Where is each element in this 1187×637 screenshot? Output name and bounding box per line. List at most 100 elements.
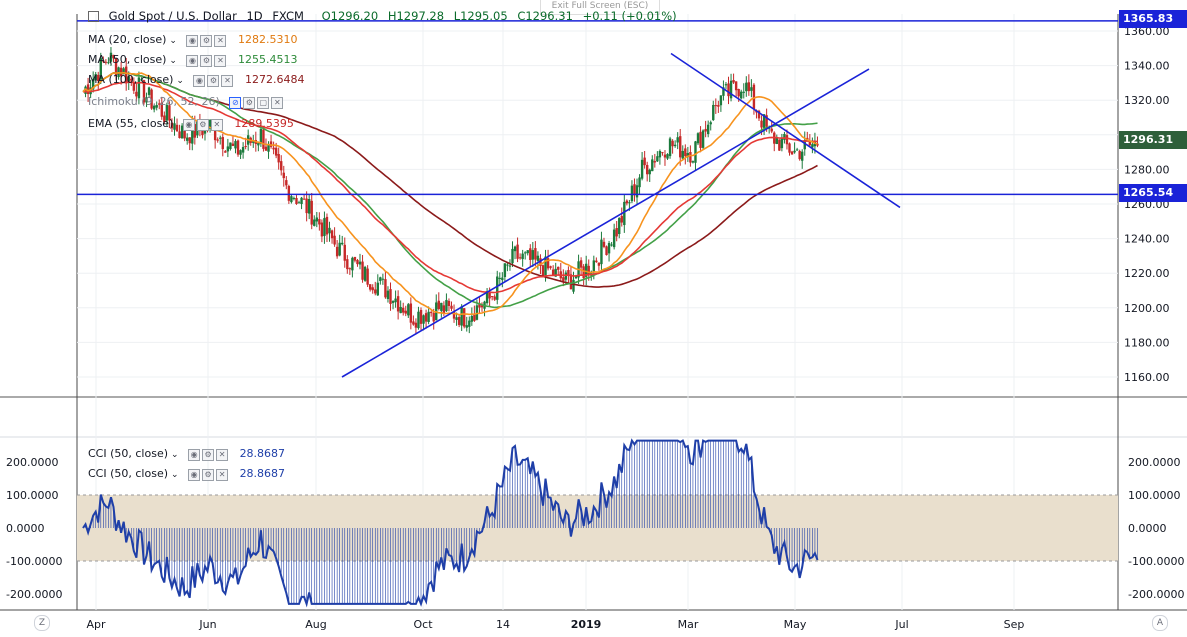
candle-body [628, 202, 631, 204]
indicator-controls[interactable]: ◉ ⚙ ✕ [186, 53, 228, 67]
candle-body [252, 141, 255, 143]
candle-body [750, 87, 753, 91]
eye-icon: ◉ [182, 119, 195, 131]
ma100-label: MA (100, close) [88, 73, 174, 86]
legend-ema55[interactable]: EMA (55, close) ◉ ⚙ ✕ 1289.5395 [88, 117, 294, 131]
rising-trendline[interactable] [341, 68, 870, 378]
indicator-controls[interactable]: ◉ ⚙ ✕ [182, 117, 225, 131]
chevron-down-icon[interactable]: ⌄ [171, 450, 179, 460]
candle-body [524, 252, 527, 254]
candle-body [574, 275, 578, 279]
candle-body [292, 197, 296, 199]
cci-label: CCI (50, close) [88, 467, 169, 480]
candle-body [816, 143, 819, 146]
candle-body [119, 67, 123, 77]
candle-body [376, 282, 379, 296]
candle-body [478, 303, 481, 308]
candle-body [417, 311, 420, 329]
x-tick-label: May [784, 618, 807, 631]
candle-body [679, 136, 682, 158]
indicator-controls[interactable]: ⊘ ⚙ ▢ ✕ [229, 95, 285, 109]
candle-body [379, 277, 382, 281]
gear-icon: ⚙ [207, 75, 220, 87]
candle-body [437, 300, 440, 309]
candle-body [793, 150, 796, 153]
indicator-controls[interactable]: ◉ ⚙ ✕ [193, 73, 235, 87]
autoscale-icon[interactable]: A [1152, 615, 1168, 631]
indicator-controls[interactable]: ◉ ⚙ ✕ [188, 447, 230, 461]
legend-ma50[interactable]: MA (50, close) ⌄ ◉ ⚙ ✕ 1255.4513 [88, 53, 297, 67]
ma50-line [82, 71, 818, 309]
candle-body [323, 218, 326, 237]
candle-body [152, 105, 156, 110]
candle-body [351, 257, 354, 271]
candle-body [452, 311, 456, 319]
candle-body [584, 263, 588, 277]
candle-body [539, 258, 542, 266]
ichimoku-label: Ichimoku (9, 26, 52, 26) [88, 95, 220, 108]
y-tick-label: 1180.00 [1124, 336, 1170, 349]
indicator-controls[interactable]: ◉ ⚙ ✕ [188, 467, 230, 481]
candle-body [587, 265, 590, 275]
gear-icon: ⚙ [202, 449, 215, 461]
candle-body [112, 54, 115, 59]
ohlc-high: H1297.28 [387, 9, 445, 23]
candle-body [760, 120, 763, 128]
candle-body [607, 243, 611, 254]
candle-body [541, 265, 545, 277]
ohlc-open: O1296.20 [321, 9, 379, 23]
timezone-icon[interactable]: Z [34, 615, 50, 631]
candle-body [508, 265, 512, 267]
candle-body [160, 102, 163, 117]
collapse-icon[interactable] [88, 11, 99, 22]
candle-body [185, 137, 189, 141]
chevron-down-icon[interactable]: ⌄ [171, 470, 179, 480]
candle-body [503, 263, 507, 278]
candle-body [521, 253, 524, 260]
candle-body [727, 83, 730, 97]
legend-cci-2[interactable]: CCI (50, close) ⌄ ◉ ⚙ ✕ 28.8687 [88, 467, 285, 481]
candle-body [231, 143, 235, 146]
candle-body [531, 250, 535, 260]
cci-tick-label-left: -100.0000 [6, 555, 62, 568]
exit-fullscreen-button[interactable]: Exit Full Screen (ESC) [540, 0, 660, 15]
candle-body [422, 315, 425, 324]
legend-ichimoku[interactable]: Ichimoku (9, 26, 52, 26) ⊘ ⚙ ▢ ✕ [88, 95, 285, 109]
candle-body [651, 159, 654, 172]
candle-body [97, 74, 100, 81]
candle-body [137, 77, 141, 99]
legend-ma100[interactable]: MA (100, close) ⌄ ◉ ⚙ ✕ 1272.6484 [88, 73, 304, 87]
candle-body [516, 244, 519, 259]
candle-body [285, 180, 288, 186]
chevron-down-icon[interactable]: ⌄ [176, 76, 184, 86]
candle-body [798, 150, 801, 160]
candle-body [399, 306, 402, 314]
candle-body [297, 202, 301, 204]
candle-body [625, 200, 629, 204]
candle-body [358, 261, 362, 265]
y-tick-label: 1160.00 [1124, 371, 1170, 384]
candle-body [564, 272, 568, 280]
candle-body [107, 62, 110, 64]
candle-body [671, 140, 674, 147]
ma50-value: 1255.4513 [237, 53, 298, 66]
candle-body [785, 135, 789, 145]
chevron-down-icon[interactable]: ⌄ [169, 56, 177, 66]
candle-body [709, 122, 712, 125]
candle-body [696, 133, 700, 144]
indicator-controls[interactable]: ◉ ⚙ ✕ [186, 33, 228, 47]
candle-body [640, 159, 644, 179]
legend-cci-1[interactable]: CCI (50, close) ⌄ ◉ ⚙ ✕ 28.8687 [88, 447, 285, 461]
x-tick-label: Jul [894, 618, 908, 631]
candle-body [142, 80, 146, 103]
candle-body [219, 137, 222, 139]
legend-ma20[interactable]: MA (20, close) ⌄ ◉ ⚙ ✕ 1282.5310 [88, 33, 297, 47]
chevron-down-icon[interactable]: ⌄ [169, 36, 177, 46]
candle-body [366, 268, 369, 285]
candle-body [518, 257, 522, 259]
price-tag-top-line: 1365.83 [1119, 10, 1187, 28]
candle-body [661, 152, 664, 154]
cci-line [82, 438, 819, 608]
falling-trendline[interactable] [670, 52, 901, 209]
